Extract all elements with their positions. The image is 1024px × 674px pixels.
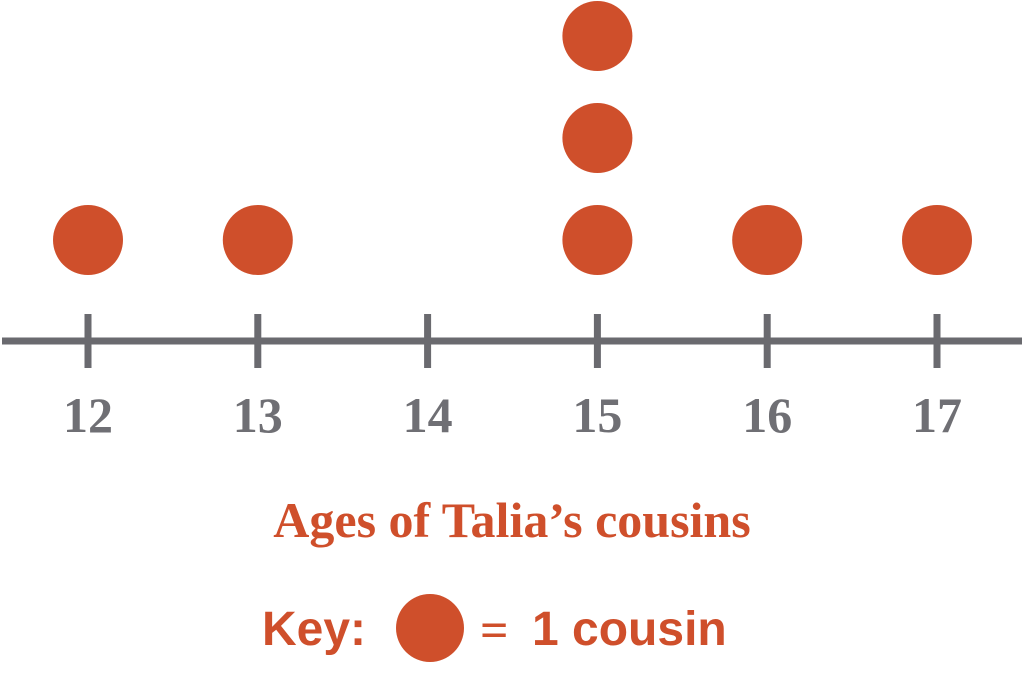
tick-label-16: 16 bbox=[742, 387, 792, 443]
dot-15-2 bbox=[562, 103, 633, 173]
tick-label-15: 15 bbox=[572, 387, 622, 443]
tick-label-17: 17 bbox=[912, 387, 962, 443]
tick-label-13: 13 bbox=[233, 387, 283, 443]
key-equals: = bbox=[480, 602, 509, 658]
key-value-text: 1 cousin bbox=[532, 603, 727, 656]
chart-title: Ages of Talia’s cousins bbox=[273, 492, 750, 548]
dot-12-1 bbox=[53, 205, 123, 275]
tick-label-12: 12 bbox=[63, 387, 113, 443]
key-dot-icon bbox=[396, 594, 464, 662]
tick-label-14: 14 bbox=[403, 387, 453, 443]
dot-13-1 bbox=[222, 205, 293, 275]
dot-16-1 bbox=[732, 205, 803, 275]
tick-labels-layer: 12 13 14 15 16 17 bbox=[63, 387, 962, 443]
ticks-layer bbox=[84, 314, 941, 368]
dot-15-1 bbox=[562, 205, 633, 275]
key-label: Key: bbox=[262, 603, 366, 656]
key: Key: = 1 cousin bbox=[262, 594, 727, 662]
dots-layer bbox=[53, 1, 972, 275]
dot-17-1 bbox=[902, 205, 972, 275]
dot-15-3 bbox=[562, 1, 633, 71]
